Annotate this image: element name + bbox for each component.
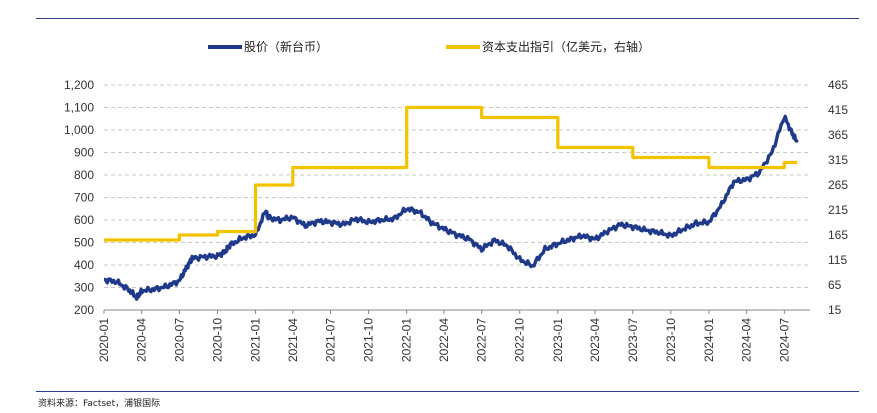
legend-label-capex: 资本支出指引（亿美元，右轴） bbox=[482, 39, 650, 54]
share-price-line bbox=[103, 114, 799, 301]
y-tick-label-right: 115 bbox=[828, 253, 847, 267]
y-tick-label-left: 400 bbox=[74, 258, 94, 272]
chart: 200 300 400 500 600 700 800 900 1,000 1,100 1,200 1… bbox=[64, 39, 848, 362]
x-tick-label: 2023-01 bbox=[551, 318, 565, 362]
y-tick-label-right: 165 bbox=[828, 228, 848, 242]
x-tick-label: 2024-01 bbox=[702, 318, 716, 362]
y-tick-label-left: 700 bbox=[74, 191, 94, 205]
y-tick-label-right: 415 bbox=[828, 103, 848, 117]
y-tick-label-left: 900 bbox=[74, 146, 94, 160]
x-tick-label: 2021-10 bbox=[362, 318, 376, 362]
x-tick-label: 2021-04 bbox=[286, 318, 300, 362]
y-tick-label-right: 265 bbox=[828, 178, 848, 192]
x-tick-label: 2020-01 bbox=[97, 318, 111, 362]
x-tick-label: 2022-04 bbox=[437, 318, 451, 362]
y-tick-label-right: 15 bbox=[828, 303, 842, 317]
source-note: 资料来源：Factset，浦银国际 bbox=[38, 399, 161, 409]
legend-label-share-price: 股价（新台币） bbox=[244, 39, 328, 54]
capex-guidance-line bbox=[104, 105, 798, 242]
x-tick-label: 2024-04 bbox=[740, 318, 754, 362]
y-tick-label-right: 65 bbox=[828, 278, 842, 292]
y-tick-label-left: 600 bbox=[74, 213, 94, 227]
x-tick-label: 2020-10 bbox=[210, 318, 224, 362]
x-tick-label: 2021-01 bbox=[249, 318, 263, 362]
y-tick-label-right: 315 bbox=[828, 153, 848, 167]
top-rule bbox=[36, 18, 859, 19]
y-tick-label-right: 465 bbox=[828, 78, 848, 92]
x-tick-label: 2023-04 bbox=[588, 318, 602, 362]
y-tick-label-left: 300 bbox=[74, 281, 94, 295]
y-tick-label-right: 365 bbox=[828, 128, 848, 142]
x-tick-label: 2022-01 bbox=[400, 318, 414, 362]
y-tick-label-left: 1,100 bbox=[64, 101, 94, 115]
y-tick-label-left: 1,200 bbox=[64, 78, 94, 92]
x-tick-label: 2023-10 bbox=[664, 318, 678, 362]
bottom-rule bbox=[36, 391, 859, 392]
x-tick-label: 2024-07 bbox=[777, 318, 791, 362]
x-tick-label: 2022-07 bbox=[475, 318, 489, 362]
x-tick-label: 2023-07 bbox=[626, 318, 640, 362]
y-tick-label-left: 800 bbox=[74, 168, 94, 182]
y-tick-label-left: 200 bbox=[74, 303, 94, 317]
x-tick-label: 2021-07 bbox=[323, 318, 337, 362]
x-tick-label: 2022-10 bbox=[513, 318, 527, 362]
y-tick-label-right: 215 bbox=[828, 203, 848, 217]
y-tick-label-left: 1,000 bbox=[64, 123, 94, 137]
y-tick-label-left: 500 bbox=[74, 236, 94, 250]
x-tick-label: 2020-07 bbox=[172, 318, 186, 362]
x-tick-label: 2020-04 bbox=[135, 318, 149, 362]
